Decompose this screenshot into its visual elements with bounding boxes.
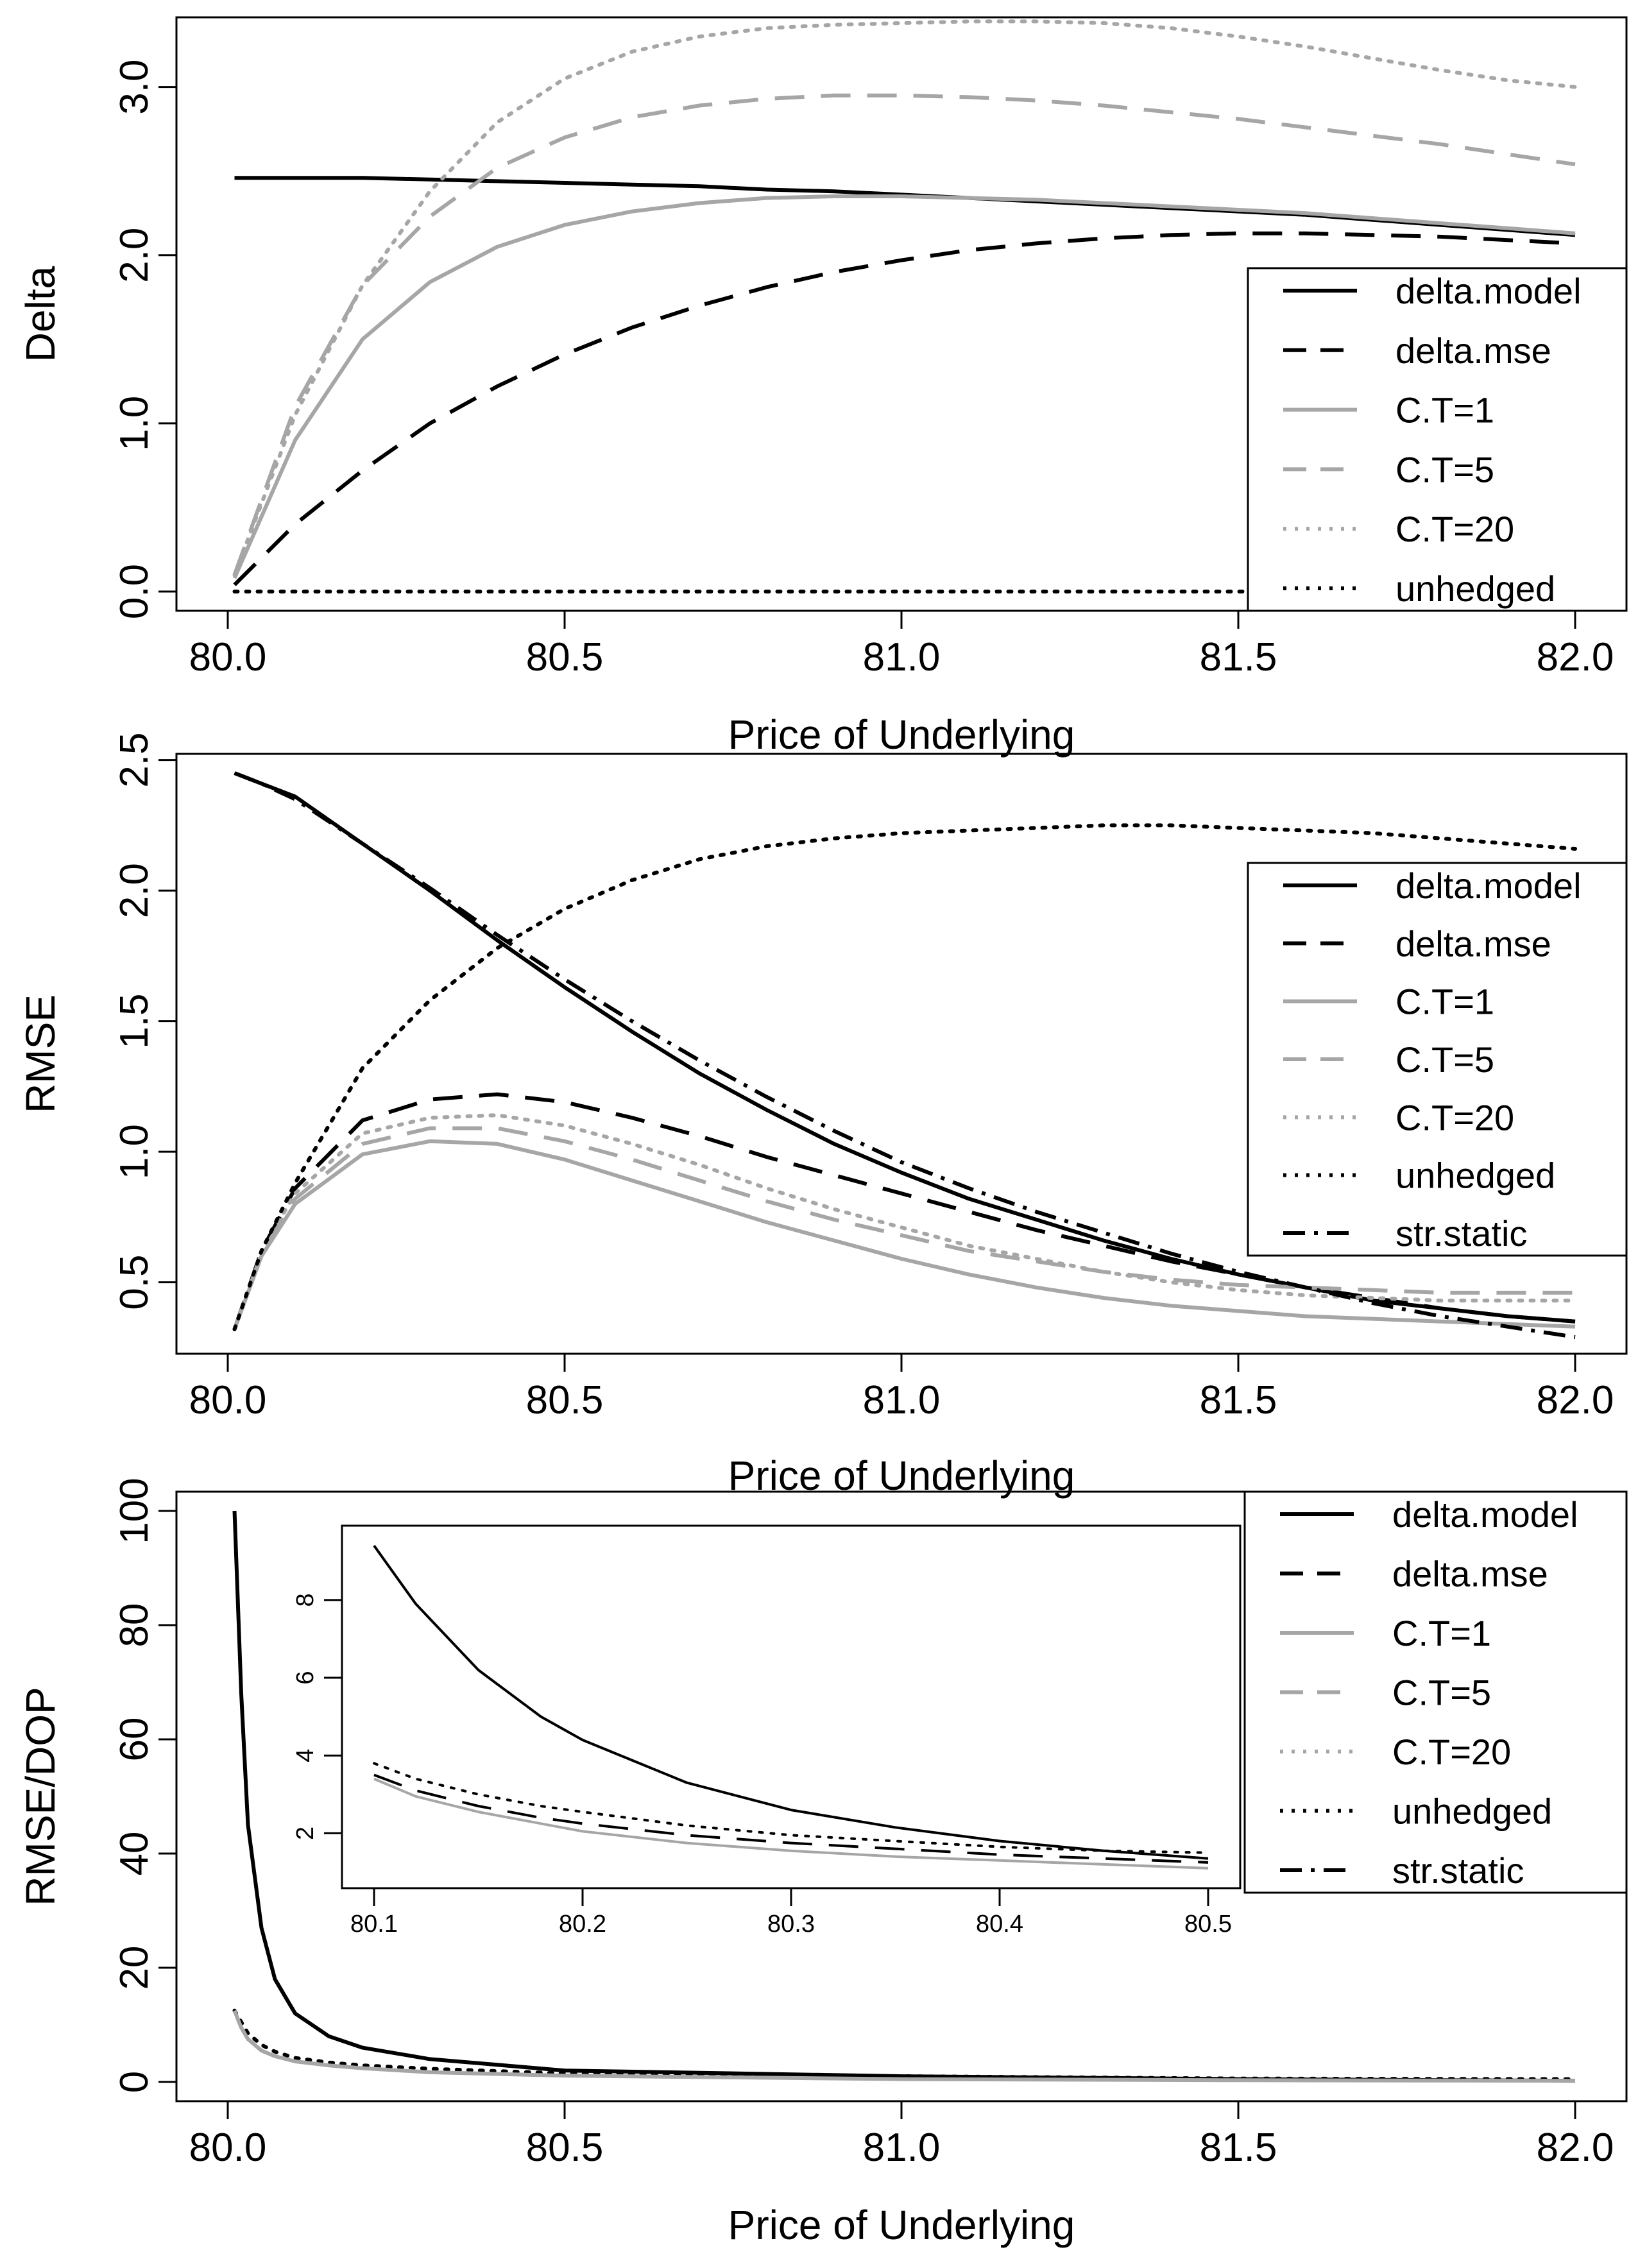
rmse-dop-y-tick-label: 100 xyxy=(112,1478,157,1544)
rmse-dop-x-tick-label: 82.0 xyxy=(1537,2126,1614,2170)
rmse-legend-label-c-t-1: C.T=1 xyxy=(1395,982,1494,1022)
rmse-panel: 80.0 80.5 81.0 81.5 82.00.51.01.52.02.5Price… xyxy=(17,733,1628,1499)
rmse-dop-inset-x-tick-label: 80.1 xyxy=(350,1911,398,1938)
delta-x-tick-label: 81.0 xyxy=(863,635,941,679)
rmse-dop-legend-label-c-t-20: C.T=20 xyxy=(1392,1732,1511,1772)
rmse-dop-inset-y-tick-label: 4 xyxy=(292,1749,319,1762)
delta-legend-label-delta-mse: delta.mse xyxy=(1395,330,1551,371)
rmse-series-unhedged xyxy=(232,823,1577,1331)
rmse-y-tick-label: 2.0 xyxy=(112,863,157,918)
rmse-dop-inset-y-tick-label: 8 xyxy=(292,1593,319,1607)
delta-series-c-t-1 xyxy=(232,194,1576,579)
rmse-dop-series-c-t-1 xyxy=(232,2009,1576,2083)
rmse-dop-y-tick-label: 80 xyxy=(112,1603,157,1648)
rmse-dop-inset-series-delta-model xyxy=(373,1544,1209,1860)
delta-legend-label-delta-model: delta.model xyxy=(1395,271,1582,311)
rmse-dop-panel: 80.0 80.5 81.0 81.5 82.0 0 20 40 60 80 100 Price of… xyxy=(17,1478,1628,2248)
delta-x-tick-label: 80.0 xyxy=(189,635,267,679)
rmse-dop-inset-series-c-t-1 xyxy=(373,1777,1209,1870)
rmse-dop-x-tick-label: 80.0 xyxy=(189,2126,267,2170)
rmse-dop-series-delta-model xyxy=(232,1510,1576,2083)
rmse-dop-inset-y-tick-label: 6 xyxy=(292,1671,319,1684)
rmse-y-tick-label: 0.5 xyxy=(112,1255,157,1310)
delta-series-delta-mse xyxy=(233,231,1576,586)
rmse-series-c-t-1 xyxy=(232,1139,1576,1330)
rmse-dop-y-tick-label: 0 xyxy=(112,2071,157,2093)
rmse-x-tick-label: 82.0 xyxy=(1537,1378,1614,1422)
delta-y-tick-label: 2.0 xyxy=(112,228,157,283)
rmse-dop-legend-label-unhedged: unhedged xyxy=(1392,1791,1552,1832)
rmse-legend-label-delta-mse: delta.mse xyxy=(1395,923,1551,964)
rmse-y-axis-title: RMSE xyxy=(17,994,64,1113)
rmse-dop-y-tick-label: 60 xyxy=(112,1718,157,1762)
rmse-dop-inset-series-delta-mse xyxy=(373,1773,1209,1864)
rmse-dop-inset: 80.1 80.2 80.3 80.4 80.5 2 4 6 8 xyxy=(292,1524,1242,1938)
delta-y-tick-label: 1.0 xyxy=(112,396,157,451)
rmse-dop-y-axis-title: RMSE/DOP xyxy=(17,1687,64,1906)
rmse-dop-inset-x-tick-label: 80.4 xyxy=(976,1911,1023,1938)
delta-legend-label-c-t-5: C.T=5 xyxy=(1395,449,1494,490)
rmse-dop-legend-label-delta-model: delta.model xyxy=(1392,1494,1578,1535)
delta-x-axis-title: Price of Underlying xyxy=(728,712,1075,758)
rmse-dop-inset-y-tick-label: 2 xyxy=(292,1827,319,1840)
rmse-legend-label-c-t-20: C.T=20 xyxy=(1395,1097,1514,1138)
rmse-dop-inset-x-tick-label: 80.5 xyxy=(1184,1911,1232,1938)
delta-x-tick-label: 81.5 xyxy=(1200,635,1277,679)
rmse-legend-box xyxy=(1247,862,1628,1257)
delta-legend-label-c-t-20: C.T=20 xyxy=(1395,509,1514,549)
delta-y-axis-title: Delta xyxy=(17,266,64,362)
delta-legend-box xyxy=(1247,267,1628,612)
rmse-series-str-static xyxy=(234,771,1576,1340)
rmse-y-tick-label: 2.5 xyxy=(112,733,157,788)
delta-legend-label-unhedged: unhedged xyxy=(1395,568,1555,609)
rmse-legend-label-c-t-5: C.T=5 xyxy=(1395,1039,1494,1080)
rmse-dop-x-tick-label: 81.0 xyxy=(863,2126,941,2170)
delta-x-tick-label: 82.0 xyxy=(1537,635,1614,679)
rmse-dop-y-tick-label: 20 xyxy=(112,1946,157,1990)
rmse-dop-x-tick-label: 81.5 xyxy=(1200,2126,1277,2170)
rmse-x-tick-label: 81.5 xyxy=(1200,1378,1277,1422)
rmse-dop-legend-label-c-t-5: C.T=5 xyxy=(1392,1673,1491,1713)
rmse-dop-x-axis-title: Price of Underlying xyxy=(728,2202,1075,2248)
delta-panel: 80.0 80.5 81.0 81.5 82.0 0.0 1.0 2.0 3.0 Price of… xyxy=(17,16,1628,758)
delta-series-c-t-20 xyxy=(232,19,1577,577)
rmse-dop-series-unhedged xyxy=(232,2008,1577,2081)
rmse-dop-legend-label-c-t-1: C.T=1 xyxy=(1392,1613,1491,1653)
rmse-legend-label-unhedged: unhedged xyxy=(1395,1155,1555,1196)
rmse-dop-inset-x-tick-label: 80.2 xyxy=(559,1911,606,1938)
rmse-dop-inset-x-tick-label: 80.3 xyxy=(767,1911,815,1938)
rmse-y-tick-label: 1.5 xyxy=(112,994,157,1049)
rmse-dop-legend-label-str-static: str.static xyxy=(1392,1850,1524,1891)
rmse-legend-label-delta-model: delta.model xyxy=(1395,865,1582,906)
rmse-series-c-t-5 xyxy=(232,1126,1575,1330)
rmse-x-tick-label: 80.5 xyxy=(526,1378,604,1422)
rmse-dop-x-tick-label: 80.5 xyxy=(526,2126,604,2170)
delta-legend-label-c-t-1: C.T=1 xyxy=(1395,390,1494,431)
rmse-x-tick-label: 81.0 xyxy=(863,1378,941,1422)
rmse-dop-legend-label-delta-mse: delta.mse xyxy=(1392,1554,1548,1594)
rmse-dop-legend-box xyxy=(1243,1490,1628,1894)
delta-y-tick-label: 0.0 xyxy=(112,564,157,619)
rmse-dop-y-tick-label: 40 xyxy=(112,1832,157,1876)
rmse-legend-label-str-static: str.static xyxy=(1395,1213,1527,1254)
delta-y-tick-label: 3.0 xyxy=(112,60,157,115)
delta-x-tick-label: 80.5 xyxy=(526,635,604,679)
rmse-x-tick-label: 80.0 xyxy=(189,1378,267,1422)
rmse-y-tick-label: 1.0 xyxy=(112,1124,157,1179)
delta-series-c-t-5 xyxy=(232,93,1576,576)
rmse-series-delta-mse xyxy=(232,1092,1576,1330)
